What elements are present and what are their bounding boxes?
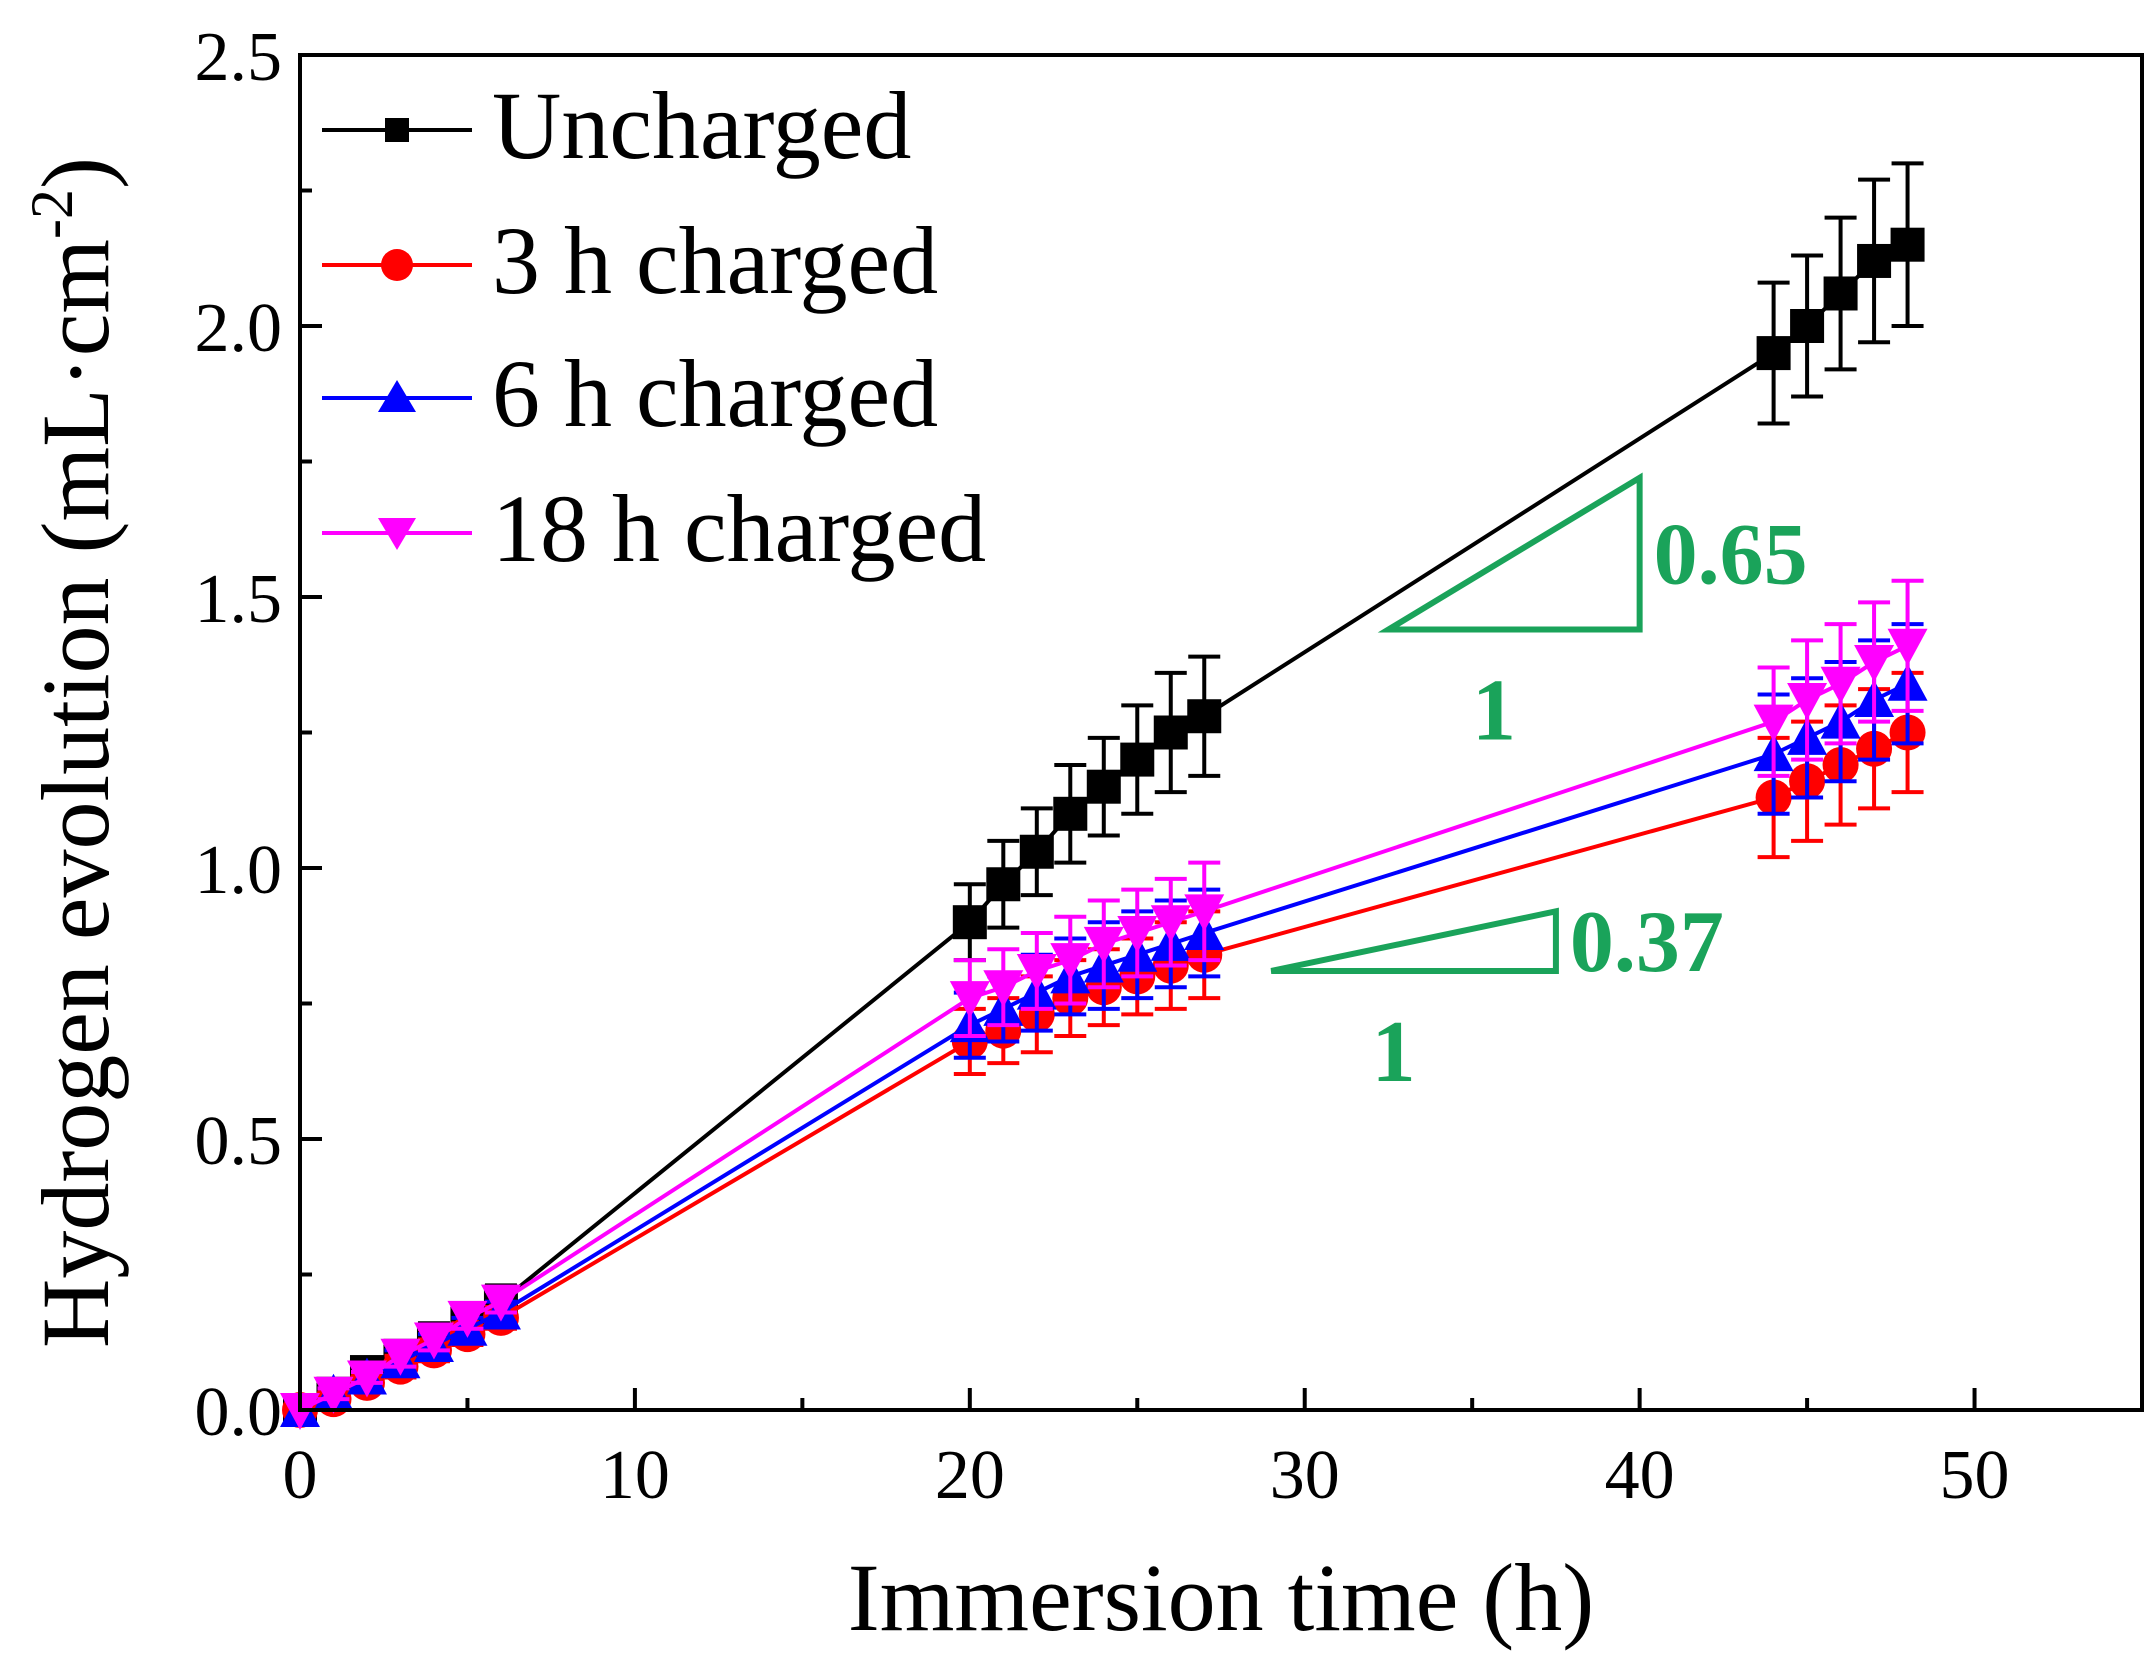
legend-label-6h-charged: 6 h charged xyxy=(492,340,938,447)
slope-triangle xyxy=(1270,907,1559,974)
data-point-18-h-charged xyxy=(1787,682,1828,720)
data-point-18-h-charged xyxy=(1083,926,1124,964)
y-tick-label: 2.0 xyxy=(195,290,283,367)
legend-marker-uncharged xyxy=(385,118,409,142)
tick-layer: 0 10 20 30 40 50 0.0 0.5 1.0 1.5 2.0 2.5 xyxy=(195,19,2010,1514)
data-point-uncharged xyxy=(1153,715,1188,750)
slope-annotation-1: 0.65 1 xyxy=(1377,472,1808,760)
y-axis-label: Hydrogen evolution (mL·cm-2) xyxy=(19,157,129,1348)
x-tick-label: 0 xyxy=(283,1437,318,1514)
data-layer xyxy=(280,161,1928,1430)
legend-item-6h-charged: 6 h charged xyxy=(322,340,938,447)
legend-label-3h-charged: 3 h charged xyxy=(492,207,938,314)
data-point-18-h-charged xyxy=(1820,666,1861,704)
y-tick-label: 1.0 xyxy=(195,832,283,909)
legend-item-18h-charged: 18 h charged xyxy=(322,475,986,582)
data-point-uncharged xyxy=(1857,243,1892,278)
data-point-uncharged xyxy=(1823,276,1858,311)
data-point-uncharged xyxy=(1086,769,1121,804)
data-point-18-h-charged xyxy=(346,1360,387,1398)
legend-marker-6h-charged xyxy=(378,380,416,412)
data-point-uncharged xyxy=(1120,742,1155,777)
slope-label: 0.37 xyxy=(1570,894,1724,991)
data-point-18-h-charged xyxy=(1854,645,1895,683)
y-tick-label: 2.5 xyxy=(195,19,283,96)
y-tick-label: 1.5 xyxy=(195,561,283,638)
data-point-18-h-charged xyxy=(1184,894,1225,932)
legend-label-uncharged: Uncharged xyxy=(492,72,911,179)
x-tick-label: 30 xyxy=(1270,1437,1340,1514)
x-axis-label: Immersion time (h) xyxy=(848,1544,1594,1651)
y-axis-label-sup: -2 xyxy=(19,189,85,239)
slope-triangle xyxy=(1377,472,1643,633)
data-point-18-h-charged xyxy=(1050,943,1091,981)
data-point-18-h-charged xyxy=(480,1284,521,1322)
data-point-18-h-charged xyxy=(413,1322,454,1360)
data-point-18-h-charged xyxy=(1016,953,1057,991)
legend-item-uncharged: Uncharged xyxy=(322,72,911,179)
x-tick-label: 10 xyxy=(600,1437,670,1514)
data-point-uncharged xyxy=(952,905,987,940)
data-point-18-h-charged xyxy=(1150,905,1191,943)
data-point-18-h-charged xyxy=(313,1376,354,1414)
data-point-uncharged xyxy=(1790,309,1825,343)
x-tick-label: 40 xyxy=(1605,1437,1675,1514)
x-tick-label: 20 xyxy=(935,1437,1005,1514)
data-point-uncharged xyxy=(986,867,1021,902)
data-point-18-h-charged xyxy=(949,981,990,1019)
data-point-18-h-charged xyxy=(1117,916,1158,954)
data-point-uncharged xyxy=(1890,227,1925,262)
y-tick-label: 0.5 xyxy=(195,1103,283,1180)
series-18-h-charged xyxy=(280,578,1928,1430)
annotation-layer: 0.65 1 0.37 1 xyxy=(1270,472,1808,1101)
legend: Uncharged 3 h charged 6 h charged 18 h c… xyxy=(322,72,986,582)
x-tick-label: 50 xyxy=(1940,1437,2010,1514)
data-point-18-h-charged xyxy=(380,1338,421,1376)
data-point-18-h-charged xyxy=(983,970,1024,1008)
data-point-18-h-charged xyxy=(1753,704,1794,742)
slope-label: 0.65 xyxy=(1654,507,1808,604)
legend-marker-18h-charged xyxy=(378,518,416,550)
run-label: 1 xyxy=(1472,663,1516,760)
data-point-18-h-charged xyxy=(1887,628,1928,666)
run-label: 1 xyxy=(1372,1004,1416,1101)
data-point-uncharged xyxy=(1187,699,1222,734)
data-point-18-h-charged xyxy=(447,1300,488,1338)
y-tick-label: 0.0 xyxy=(195,1374,283,1451)
legend-item-3h-charged: 3 h charged xyxy=(322,207,938,314)
slope-annotation-2: 0.37 1 xyxy=(1270,894,1724,1101)
legend-marker-3h-charged xyxy=(381,249,413,281)
y-axis-label-main: Hydrogen evolution (mL·cm xyxy=(22,239,129,1348)
y-axis-label-close: ) xyxy=(22,157,129,189)
legend-label-18h-charged: 18 h charged xyxy=(492,475,986,582)
data-point-uncharged xyxy=(1053,796,1088,831)
data-point-uncharged xyxy=(1019,834,1054,869)
data-point-uncharged xyxy=(1756,336,1791,371)
